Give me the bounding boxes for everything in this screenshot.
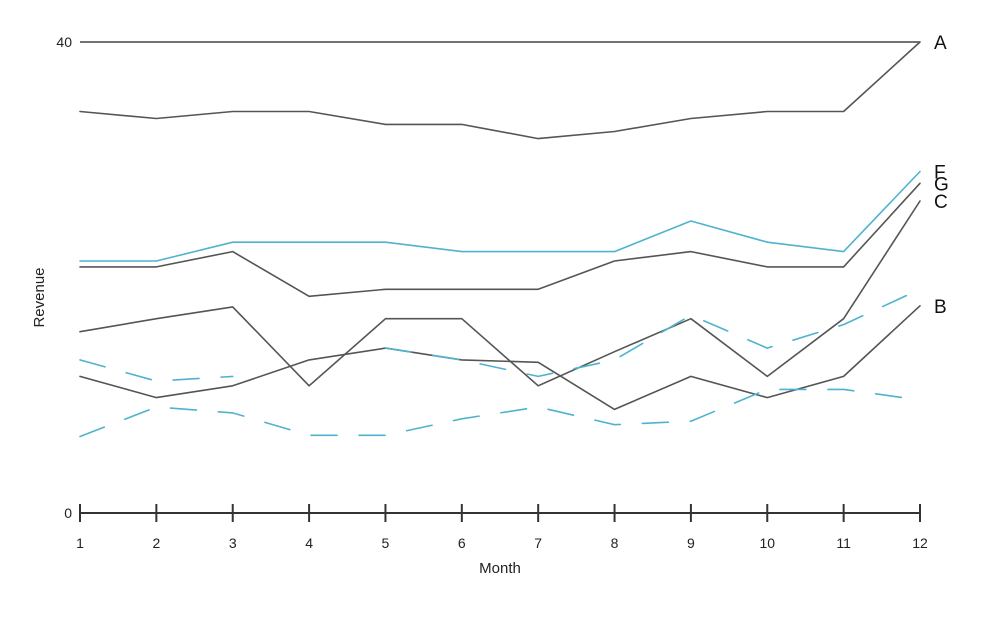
x-axis-ticks [79, 504, 921, 522]
y-tick-label-40: 40 [56, 34, 72, 50]
x-tick-label-7: 7 [534, 535, 542, 551]
series-label-f: F [934, 163, 946, 184]
x-axis-tick-labels: 1 2 3 4 5 6 7 8 9 10 11 12 [76, 535, 928, 551]
series-label-a: A [934, 33, 947, 54]
x-tick-label-4: 4 [305, 535, 313, 551]
x-tick-label-5: 5 [382, 535, 390, 551]
series-line-f [79, 170, 921, 262]
x-tick-label-9: 9 [687, 535, 695, 551]
x-tick-label-1: 1 [76, 535, 84, 551]
x-tick-label-6: 6 [458, 535, 466, 551]
x-tick-label-11: 11 [836, 535, 851, 551]
x-tick-label-3: 3 [229, 535, 237, 551]
series-line-unlabeled-6 [79, 388, 921, 438]
series-lines [79, 41, 921, 438]
series-line-g [79, 182, 921, 298]
y-axis-tick-labels: 0 40 [56, 34, 72, 521]
series-label-g: G [934, 174, 949, 195]
x-tick-label-2: 2 [152, 535, 160, 551]
series-label-c: C [934, 192, 948, 213]
series-line-a [79, 41, 921, 140]
series-label-b: B [934, 297, 947, 318]
y-axis-title: Revenue [31, 267, 48, 327]
x-tick-label-12: 12 [912, 535, 928, 551]
series-line-c [79, 200, 921, 387]
y-tick-label-0: 0 [64, 505, 72, 521]
series-labels: A FGC B [934, 33, 949, 318]
x-tick-label-10: 10 [759, 535, 775, 551]
x-axis-title: Month [479, 560, 521, 577]
series-line-unlabeled-5 [79, 288, 921, 382]
series-line-b [79, 305, 921, 411]
x-tick-label-8: 8 [611, 535, 619, 551]
